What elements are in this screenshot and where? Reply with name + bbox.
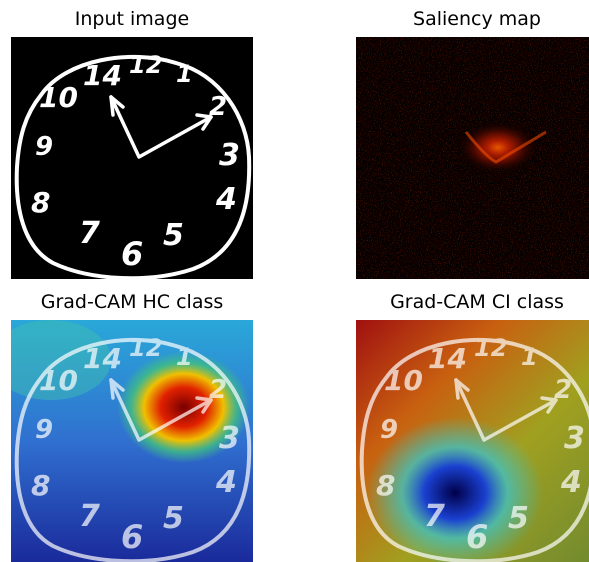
input-image-panel <box>11 37 253 279</box>
saliency-heatmap <box>356 37 589 279</box>
gradcam-ci-panel <box>356 320 589 562</box>
title-gradcam-ci: Grad-CAM CI class <box>390 291 564 313</box>
title-input-image: Input image <box>74 8 190 30</box>
gradcam-hc-heatmap <box>11 320 253 562</box>
gradcam-hc-panel <box>11 320 253 562</box>
clock-drawing-image <box>11 37 253 279</box>
title-saliency-map: Saliency map <box>413 8 541 30</box>
gradcam-ci-heatmap <box>356 320 589 562</box>
saliency-map-panel <box>356 37 589 279</box>
title-gradcam-hc: Grad-CAM HC class <box>40 291 224 313</box>
